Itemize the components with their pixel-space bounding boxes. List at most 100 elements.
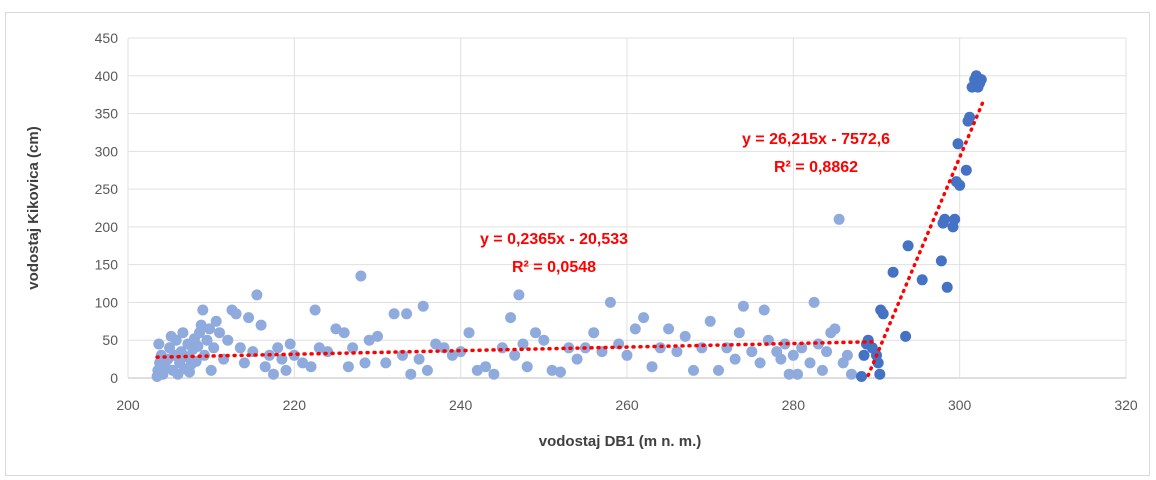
trendline-low-equation: y = 0,2365x - 20,533: [480, 231, 628, 248]
point-low: [255, 319, 267, 331]
point-low: [243, 312, 255, 324]
point-low: [746, 346, 758, 358]
point-low: [446, 349, 458, 361]
point-low: [530, 327, 541, 339]
point-low: [480, 361, 492, 373]
point-low: [421, 364, 433, 376]
point-low: [210, 315, 222, 327]
y-tick-label: 350: [95, 106, 119, 122]
point-low: [812, 338, 824, 350]
point-low: [280, 364, 292, 376]
tick-labels: 0 50 100 150 200 250 300 350 400 450 200 220 240 260 2…: [95, 30, 1138, 413]
point-low: [347, 342, 359, 354]
point-low: [758, 304, 770, 316]
trendline-high: [866, 100, 985, 378]
point-low: [779, 338, 791, 350]
y-tick-label: 100: [95, 294, 119, 310]
x-tick-label: 280: [782, 397, 806, 413]
point-high: [874, 368, 886, 380]
point-low: [505, 312, 517, 324]
point-high: [949, 213, 961, 225]
point-low: [305, 361, 317, 373]
point-low: [438, 342, 450, 354]
point-low: [276, 353, 288, 365]
point-high: [902, 240, 914, 252]
point-low: [538, 334, 550, 346]
point-high: [952, 138, 964, 150]
point-low: [646, 361, 658, 373]
point-low: [517, 338, 529, 350]
point-low: [214, 327, 225, 339]
point-low: [359, 357, 371, 369]
point-low: [195, 319, 207, 331]
y-tick-label: 300: [95, 143, 119, 159]
y-tick-label: 0: [110, 370, 118, 386]
point-low: [688, 364, 699, 376]
point-high: [858, 349, 870, 361]
point-low: [471, 364, 483, 376]
point-low: [405, 368, 417, 380]
point-low: [230, 308, 242, 320]
point-low: [413, 353, 425, 365]
point-low: [496, 342, 508, 354]
point-low: [733, 327, 745, 339]
point-low: [251, 289, 263, 301]
point-low: [808, 296, 820, 308]
point-low: [330, 323, 342, 335]
point-high: [916, 274, 928, 286]
point-low: [208, 342, 220, 354]
point-low: [588, 327, 600, 339]
point-high: [941, 281, 953, 293]
point-high: [964, 111, 976, 123]
point-low: [417, 300, 429, 312]
point-low: [284, 338, 296, 350]
y-tick-label: 150: [95, 257, 119, 273]
point-low: [671, 346, 683, 358]
point-low: [205, 364, 217, 376]
point-low: [713, 364, 724, 376]
point-low: [804, 357, 816, 369]
x-tick-label: 320: [1114, 397, 1138, 413]
point-high: [939, 213, 951, 225]
point-low: [754, 357, 766, 369]
x-tick-label: 200: [116, 397, 140, 413]
y-tick-label: 450: [95, 30, 119, 46]
data-points: [151, 70, 987, 382]
point-high: [954, 179, 966, 191]
point-low: [604, 296, 616, 308]
point-low: [401, 308, 413, 320]
point-low: [397, 349, 408, 361]
point-low: [679, 330, 691, 342]
point-low: [796, 342, 808, 354]
point-low: [463, 327, 475, 339]
y-axis-title: vodostaj Kikovica (cm): [25, 126, 42, 289]
point-high: [900, 330, 912, 342]
point-low: [787, 349, 799, 361]
point-low: [363, 334, 375, 346]
point-low: [696, 342, 708, 354]
point-low: [783, 368, 795, 380]
point-low: [829, 323, 841, 335]
point-low: [546, 364, 558, 376]
point-low: [833, 213, 845, 225]
point-low: [313, 342, 325, 354]
y-tick-label: 400: [95, 68, 119, 84]
point-low: [192, 340, 204, 352]
point-low: [222, 334, 234, 346]
trendline-high-equation: y = 26,215x - 7572,6: [742, 131, 890, 148]
point-low: [190, 355, 202, 367]
x-axis-title: vodostaj DB1 (m n. m.): [539, 433, 702, 450]
point-low: [737, 300, 749, 312]
point-low: [638, 312, 650, 324]
point-low: [621, 349, 633, 361]
trendline-high-r2: R² = 0,8862: [774, 159, 858, 176]
point-low: [513, 289, 525, 301]
x-tick-label: 300: [948, 397, 972, 413]
point-low: [309, 304, 321, 316]
trendline-low: [155, 339, 879, 359]
point-low: [259, 361, 271, 373]
point-low: [201, 334, 213, 346]
point-low: [355, 270, 367, 282]
point-low: [388, 308, 400, 320]
